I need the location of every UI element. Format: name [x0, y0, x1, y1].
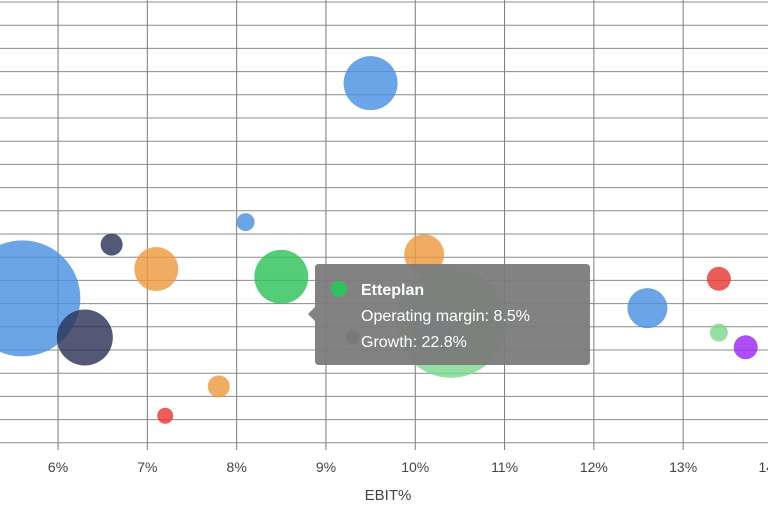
tooltip-series-dot [331, 281, 347, 297]
bubble[interactable] [627, 288, 668, 329]
tooltip-title: Etteplan [361, 282, 424, 299]
x-tick-label: 12% [580, 459, 608, 475]
x-tick-label: 7% [137, 459, 157, 475]
bubble[interactable] [733, 335, 758, 360]
bubble[interactable] [134, 247, 179, 292]
bubble-layer [0, 56, 758, 424]
bubble[interactable] [100, 233, 123, 256]
x-axis-ticks: 6% 7% 8% 9% 10% 11% 12% 13% 14% [48, 459, 768, 475]
bubble[interactable] [157, 407, 174, 424]
x-axis-title: EBIT% [365, 487, 412, 504]
x-tick-label: 10% [401, 459, 429, 475]
bubble[interactable] [56, 309, 113, 366]
bubble[interactable] [706, 266, 731, 291]
tooltip-background [308, 264, 590, 365]
x-tick-label: 11% [491, 459, 518, 475]
x-tick-label: 13% [669, 459, 697, 475]
bubble[interactable] [236, 213, 255, 232]
bubble[interactable] [709, 323, 728, 342]
bubble-etteplan[interactable] [254, 249, 309, 304]
x-tick-label: 9% [316, 459, 336, 475]
x-tick-label: 14% [758, 459, 768, 475]
tooltip-operating-margin: Operating margin: 8.5% [361, 308, 530, 325]
tooltip-growth: Growth: 22.8% [361, 334, 467, 351]
tooltip: Etteplan Operating margin: 8.5% Growth: … [308, 264, 590, 365]
x-tick-label: 6% [48, 459, 68, 475]
bubble[interactable] [343, 56, 398, 111]
x-tick-label: 8% [227, 459, 247, 475]
bubble[interactable] [207, 375, 230, 398]
